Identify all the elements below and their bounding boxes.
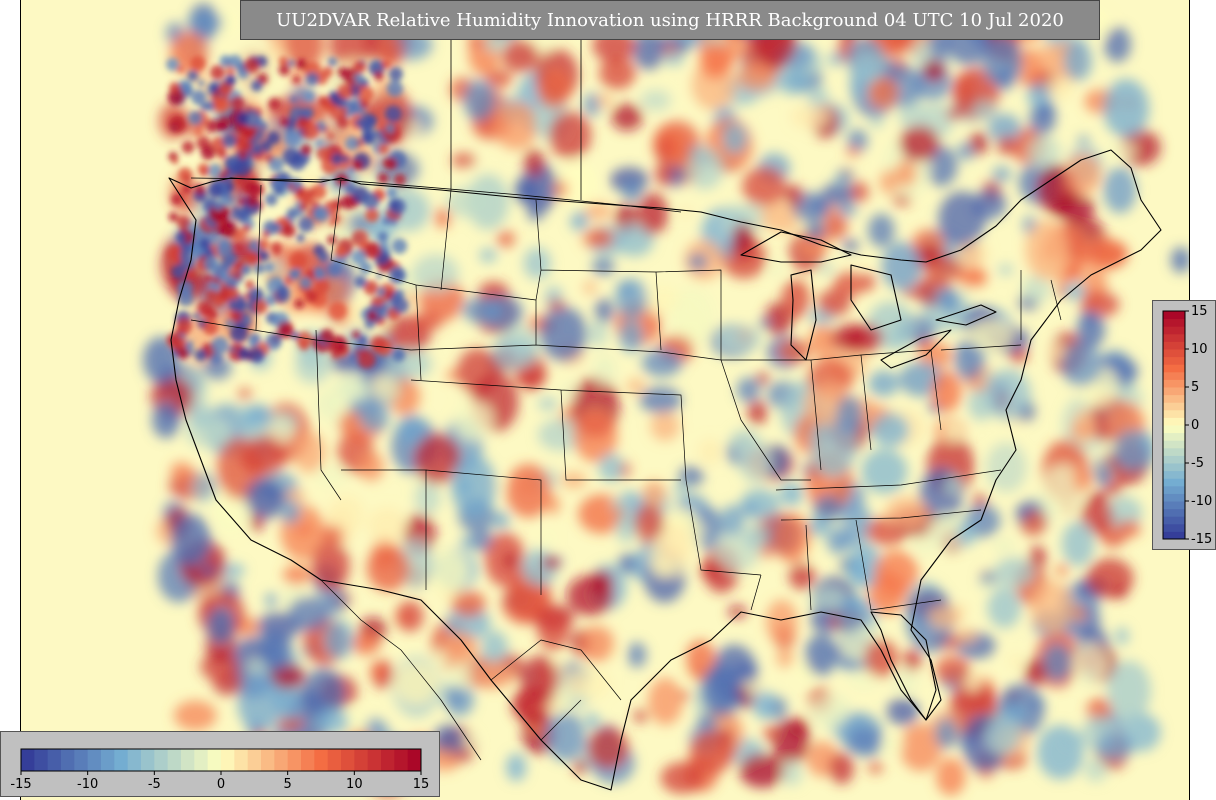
colorbar-cell: [74, 749, 89, 771]
colorbar-cell: [287, 749, 302, 771]
colorbar-cell: [34, 749, 49, 771]
colorbar-cell: [114, 749, 129, 771]
colorbar-cell: [1163, 501, 1185, 510]
colorbar-cell: [1163, 493, 1185, 502]
lake-huron: [850, 264, 902, 331]
humidity-map: [143, 0, 1189, 798]
colorbar-tick-label: -15: [1191, 532, 1212, 547]
colorbar-cell: [1163, 470, 1185, 479]
colorbar-cell: [1163, 311, 1185, 320]
lake-superior: [740, 231, 852, 263]
colorbar-cell: [1163, 364, 1185, 373]
colorbar-cell: [154, 749, 169, 771]
map-title: UU2DVAR Relative Humidity Innovation usi…: [240, 0, 1100, 40]
colorbar-cell: [1163, 333, 1185, 342]
colorbar-cell: [1163, 371, 1185, 380]
colorbar-cell: [61, 749, 75, 771]
colorbar-cell: [381, 749, 395, 771]
lake-ontario: [935, 304, 997, 326]
colorbar-cell: [1163, 341, 1185, 350]
colorbar-cell: [367, 749, 382, 771]
colorbar-tick-label: 15: [413, 777, 430, 792]
colorbar-cell: [47, 749, 62, 771]
colorbar-tick-label: -5: [148, 777, 161, 792]
colorbar-tick-label: 10: [1191, 342, 1208, 357]
colorbar-cell: [167, 749, 182, 771]
colorbar-cell: [1163, 402, 1185, 411]
map-frame: [20, 0, 1190, 800]
colorbar-cell: [87, 749, 102, 771]
colorbar-cell: [1163, 478, 1185, 487]
colorbar-tick-label: -15: [10, 777, 31, 792]
colorbar-cell: [1163, 417, 1185, 426]
colorbar-cell: [141, 749, 155, 771]
colorbar-vertical-cells: [1163, 311, 1185, 540]
colorbar-cell: [407, 749, 422, 771]
colorbar-cell: [1163, 387, 1185, 396]
colorbar-vertical: -15 -10 -5 0 5 10 15: [1152, 300, 1216, 550]
colorbar-cell: [1163, 516, 1185, 525]
colorbar-cell: [234, 749, 249, 771]
colorbar-cell: [1163, 432, 1185, 441]
colorbar-tick-label: -10: [1191, 494, 1212, 509]
mexico-lines: [320, 579, 622, 761]
colorbar-cell: [1163, 440, 1185, 449]
colorbar-cell: [1163, 425, 1185, 434]
colorbar-cell: [1163, 318, 1185, 327]
colorbar-cell: [1163, 394, 1185, 403]
colorbar-cell: [261, 749, 275, 771]
colorbar-cell: [181, 749, 195, 771]
colorbar-cell: [341, 749, 355, 771]
colorbar-cell: [127, 749, 142, 771]
colorbar-cell: [327, 749, 342, 771]
colorbar-cell: [1163, 508, 1185, 517]
colorbar-cell: [301, 749, 315, 771]
florida: [870, 611, 937, 721]
colorbar-cell: [1163, 356, 1185, 365]
lake-erie: [880, 329, 952, 369]
colorbar-cell: [1163, 485, 1185, 494]
colorbar-cell: [21, 749, 35, 771]
colorbar-tick-label: 15: [1191, 304, 1208, 319]
colorbar-tick-label: 5: [284, 777, 292, 792]
colorbar-tick-label: 0: [217, 777, 225, 792]
colorbar-horizontal: -15 -10 -5 0 5 10 15: [0, 731, 440, 797]
colorbar-cell: [274, 749, 289, 771]
us-coastline: [168, 149, 1162, 791]
colorbar-tick-label: 10: [346, 777, 363, 792]
colorbar-tick-label: -5: [1191, 456, 1204, 471]
colorbar-cell: [1163, 463, 1185, 472]
colorbar-tick-label: -10: [77, 777, 98, 792]
colorbar-cell: [1163, 447, 1185, 456]
state-lines: [190, 179, 1062, 611]
colorbar-cell: [101, 749, 115, 771]
colorbar-cell: [354, 749, 369, 771]
colorbar-cell: [1163, 531, 1185, 540]
colorbar-cell: [1163, 455, 1185, 464]
colorbar-cell: [1163, 523, 1185, 532]
colorbar-cell: [1163, 349, 1185, 358]
colorbar-cell: [394, 749, 409, 771]
colorbar-cell: [247, 749, 262, 771]
colorbar-tick-label: 5: [1191, 380, 1199, 395]
colorbar-cell: [194, 749, 209, 771]
colorbar-cell: [1163, 379, 1185, 388]
colorbar-cell: [207, 749, 222, 771]
colorbar-cell: [1163, 409, 1185, 418]
colorbar-horizontal-cells: [21, 749, 422, 771]
colorbar-tick-label: 0: [1191, 418, 1199, 433]
colorbar-cell: [314, 749, 329, 771]
colorbar-cell: [1163, 326, 1185, 335]
colorbar-cell: [221, 749, 235, 771]
